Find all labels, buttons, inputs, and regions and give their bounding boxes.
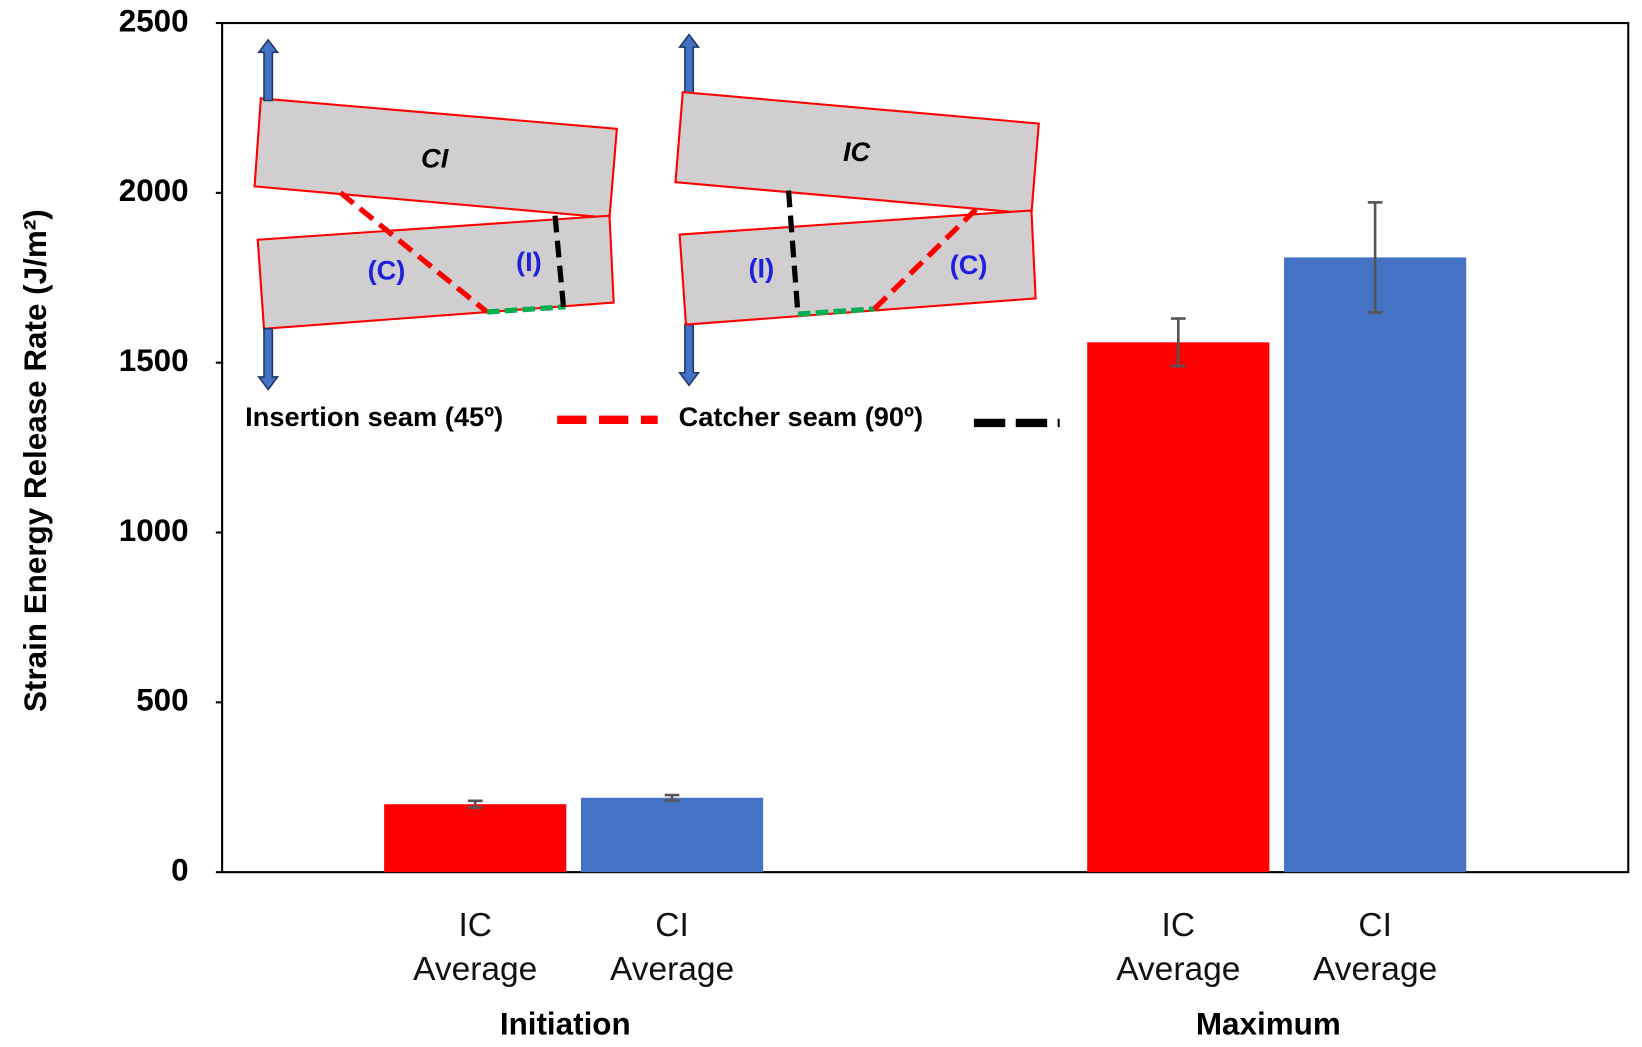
y-tick-label: 500 [136,683,188,718]
bar [581,798,763,872]
series-label-box: CI Average [1291,903,1459,997]
bar [1284,257,1466,872]
load-arrows [259,35,699,390]
bar [1087,342,1269,872]
bar [384,804,566,872]
y-tick-label: 2500 [119,3,189,38]
seam-mark: (I) [516,246,542,277]
seam-mark: (C) [368,254,406,285]
y-tick-label: 2000 [119,173,189,208]
series-label-box: IC Average [1095,903,1263,997]
x-tick-label: CI Average [1302,903,1449,991]
seam-mark: (C) [950,249,988,280]
x-tick-label: CI Average [599,903,746,991]
inset-diagram: CI (C) (I) IC (I) (C) Insertion seam (45… [245,35,1060,432]
legend-label: Catcher seam (90º) [679,401,923,432]
category-label: Initiation [500,1006,631,1041]
specimen-label: IC [843,136,871,167]
y-axis-label: Strain Energy Release Rate (J/m²) [18,209,53,712]
specimen-label: CI [421,142,450,173]
series-label-box: CI Average [588,903,756,997]
y-tick-label: 0 [171,852,188,887]
category-label: Maximum [1196,1006,1341,1041]
error-bar [665,795,680,800]
x-tick-label: IC Average [1105,903,1252,991]
legend-label: Insertion seam (45º) [245,401,503,432]
chart: Strain Energy Release Rate (J/m²) 0 500 10… [0,0,1642,1047]
y-tick-label: 1500 [119,343,189,378]
series-label-box: IC Average [391,903,559,997]
seam-mark: (I) [748,252,774,283]
x-tick-label: IC Average [402,903,549,991]
y-tick-label: 1000 [119,513,189,548]
page: Strain Energy Release Rate (J/m²) 0 500 10… [0,0,1642,1047]
